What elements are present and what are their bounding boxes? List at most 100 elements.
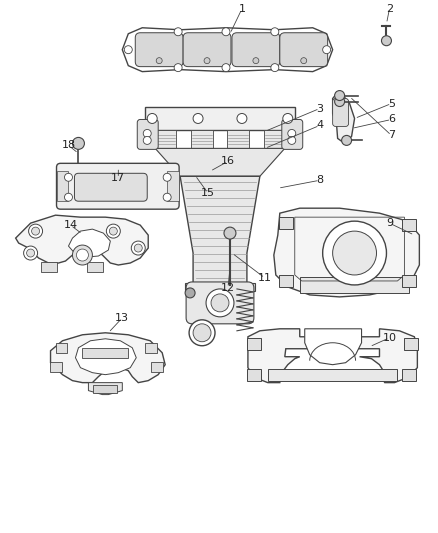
Circle shape [335,91,345,101]
Circle shape [163,193,171,201]
Circle shape [301,58,307,63]
Circle shape [206,289,234,317]
FancyBboxPatch shape [135,33,183,67]
Polygon shape [16,215,148,265]
Text: 9: 9 [386,218,393,228]
Polygon shape [248,329,417,383]
Circle shape [131,241,145,255]
Polygon shape [180,176,260,283]
Circle shape [174,28,182,36]
Circle shape [224,227,236,239]
Circle shape [332,231,377,275]
Circle shape [163,173,171,181]
Text: 17: 17 [111,173,125,183]
Circle shape [335,96,345,107]
Circle shape [253,58,259,63]
Text: 12: 12 [221,283,235,293]
Text: 3: 3 [316,103,323,114]
Circle shape [28,224,42,238]
Circle shape [271,28,279,36]
FancyBboxPatch shape [186,282,254,324]
Circle shape [24,246,38,260]
Circle shape [110,227,117,235]
Polygon shape [88,383,122,394]
Circle shape [77,249,88,261]
Circle shape [193,324,211,342]
Circle shape [189,320,215,346]
Circle shape [237,114,247,124]
Text: 13: 13 [115,313,129,323]
Circle shape [211,294,229,312]
Circle shape [72,245,92,265]
Text: 7: 7 [388,131,395,140]
Text: 1: 1 [238,4,245,14]
Circle shape [143,136,151,144]
Circle shape [64,193,72,201]
Polygon shape [155,148,285,176]
Bar [300,277,410,293]
Bar [57,171,68,201]
Bar [93,385,117,393]
FancyBboxPatch shape [137,119,158,149]
Circle shape [222,28,230,36]
Bar [247,338,261,350]
FancyBboxPatch shape [280,33,328,67]
Bar [167,171,179,201]
FancyBboxPatch shape [232,33,280,67]
Circle shape [222,63,230,71]
Circle shape [72,138,85,149]
Bar [82,348,128,358]
Circle shape [342,135,352,146]
Polygon shape [332,94,355,143]
Circle shape [27,249,35,257]
FancyBboxPatch shape [74,173,147,201]
Bar [151,362,163,372]
Polygon shape [75,339,136,375]
Text: 6: 6 [388,115,395,125]
Circle shape [283,114,293,124]
Circle shape [134,244,142,252]
FancyBboxPatch shape [57,163,179,209]
Circle shape [288,136,296,144]
FancyBboxPatch shape [282,119,303,149]
Bar [41,262,57,272]
Text: 5: 5 [388,99,395,109]
Polygon shape [274,208,419,297]
Text: 18: 18 [61,140,75,150]
Circle shape [143,130,151,138]
Circle shape [204,58,210,63]
Polygon shape [191,131,213,148]
Polygon shape [145,107,295,131]
Bar [56,343,67,353]
Circle shape [323,46,331,54]
Bar [279,275,293,287]
Circle shape [106,224,120,238]
Text: 4: 4 [316,120,323,131]
Circle shape [124,46,132,54]
Text: 15: 15 [201,188,215,198]
Polygon shape [122,28,332,71]
Circle shape [381,36,392,46]
Circle shape [193,114,203,124]
Bar [145,343,157,353]
Circle shape [174,63,182,71]
Circle shape [185,288,195,298]
Bar [49,362,61,372]
Bar [403,219,417,231]
Text: 10: 10 [382,333,396,343]
Circle shape [32,227,39,235]
Bar [403,275,417,287]
Circle shape [323,221,386,285]
Polygon shape [68,229,110,257]
FancyBboxPatch shape [332,99,349,126]
Bar [88,262,103,272]
Polygon shape [227,131,249,148]
Bar [404,338,418,350]
Circle shape [147,114,157,124]
Text: 8: 8 [316,175,323,185]
Bar [403,369,417,381]
Text: 2: 2 [386,4,393,14]
Text: 16: 16 [221,156,235,166]
Circle shape [288,130,296,138]
Polygon shape [185,283,255,291]
